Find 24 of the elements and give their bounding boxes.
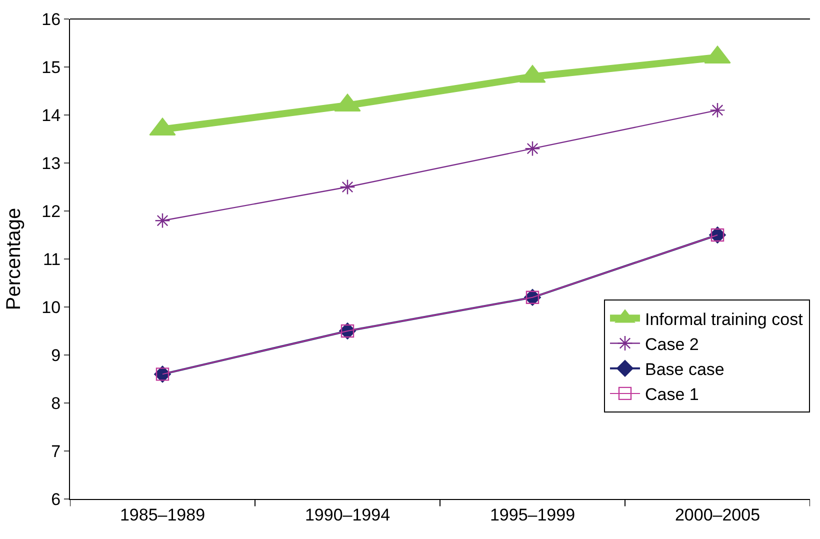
y-tick-label: 15 <box>42 58 61 77</box>
x-tick-label: 1995–1999 <box>490 505 576 524</box>
y-tick-label: 14 <box>42 106 61 125</box>
point <box>524 140 540 156</box>
legend-label: Case 2 <box>645 334 699 354</box>
y-tick-label: 10 <box>42 298 61 317</box>
y-axis-title: Percentage <box>3 208 26 310</box>
legend-label: Case 1 <box>645 385 699 404</box>
y-tick-label: 9 <box>51 346 61 365</box>
y-tick-label: 7 <box>51 442 61 461</box>
y-tick-label: 11 <box>42 250 61 269</box>
legend-label: Informal training cost <box>645 310 804 329</box>
y-tick-label: 16 <box>42 10 61 29</box>
y-tick-label: 13 <box>42 154 61 173</box>
y-tick-label: 6 <box>51 490 61 509</box>
point <box>710 102 726 118</box>
point <box>154 212 170 228</box>
legend-label: Base case <box>645 360 724 379</box>
point <box>340 179 356 195</box>
y-tick-label: 12 <box>42 202 61 221</box>
x-tick-label: 2000–2005 <box>674 505 760 524</box>
x-tick-label: 1985–1989 <box>120 505 206 524</box>
x-tick-label: 1990–1994 <box>304 505 390 524</box>
y-tick-label: 8 <box>51 394 61 413</box>
